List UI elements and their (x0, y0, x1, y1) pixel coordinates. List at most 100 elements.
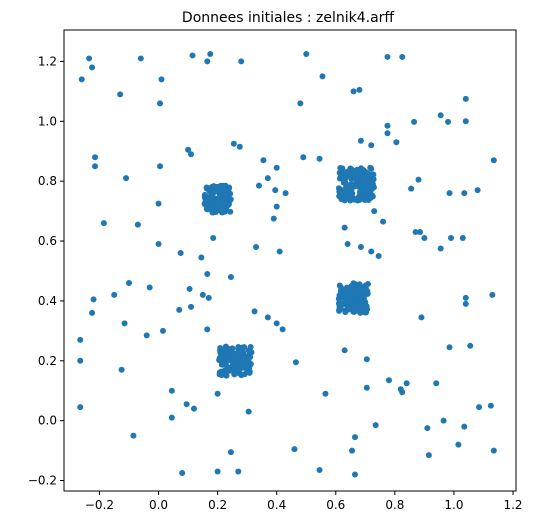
data-point (264, 175, 271, 182)
x-tick-label: 0.8 (385, 498, 404, 512)
data-point (146, 284, 153, 291)
data-point (415, 176, 422, 183)
data-point (77, 357, 84, 364)
data-point (351, 434, 358, 441)
data-point (276, 248, 283, 255)
data-point (260, 157, 267, 164)
cluster-3-point (357, 309, 364, 316)
cluster-4-point (216, 357, 223, 364)
cluster-1-point (227, 208, 234, 215)
cluster-3-point (340, 300, 347, 307)
cluster-3-point (348, 287, 355, 294)
data-point (253, 244, 260, 251)
data-point (344, 241, 351, 248)
data-point (384, 53, 391, 60)
data-point (462, 95, 469, 102)
data-point (92, 163, 99, 170)
cluster-1-point (227, 196, 234, 203)
data-point (446, 344, 453, 351)
data-point (462, 294, 469, 301)
x-tick-label: 1.2 (503, 498, 522, 512)
data-point (92, 154, 99, 161)
cluster-3-point (360, 304, 367, 311)
data-point (425, 452, 432, 459)
cluster-3-point (338, 292, 345, 299)
data-point (433, 380, 440, 387)
cluster-3-point (339, 286, 346, 292)
cluster-1-point (212, 199, 219, 206)
cluster-1-point (223, 187, 230, 194)
cluster-2-point (339, 165, 346, 172)
data-point (319, 73, 326, 80)
y-tick-label: 0.8 (38, 174, 57, 188)
data-point (282, 190, 289, 197)
data-point (270, 215, 277, 222)
cluster-4-point (224, 364, 231, 371)
data-point (230, 140, 237, 147)
data-point (490, 447, 497, 454)
cluster-3-point (361, 288, 368, 295)
data-point (349, 447, 356, 454)
cluster-3-point (342, 309, 349, 316)
cluster-2-point (347, 187, 354, 194)
data-point (384, 130, 391, 137)
data-point (205, 294, 212, 301)
data-point (90, 296, 97, 303)
cluster-3-point (360, 295, 367, 301)
data-point (134, 221, 141, 228)
data-point (125, 279, 132, 286)
data-point (385, 377, 392, 384)
data-point (177, 250, 184, 257)
cluster-1-point (215, 185, 222, 192)
cluster-2-point (355, 183, 362, 190)
data-point (421, 235, 428, 242)
data-point (158, 76, 165, 83)
x-tick-label: 0.2 (208, 498, 227, 512)
cluster-4-point (245, 355, 252, 362)
data-point (297, 100, 304, 107)
data-point (448, 235, 455, 242)
cluster-3-point (355, 290, 362, 297)
data-point (227, 273, 234, 280)
cluster-2-point (362, 175, 369, 182)
data-point (300, 154, 307, 161)
data-point (350, 88, 357, 95)
data-point (291, 446, 298, 453)
cluster-3-point (355, 302, 362, 309)
cluster-2-point (357, 191, 364, 198)
y-tick-label: 1.2 (38, 54, 57, 68)
cluster-2-point (359, 169, 366, 176)
cluster-4-point (237, 371, 244, 378)
cluster-3-point (346, 297, 353, 304)
data-point (351, 471, 358, 478)
data-point (416, 229, 423, 236)
data-point (264, 314, 271, 321)
y-tick-label: 0.4 (38, 294, 57, 308)
data-point (236, 143, 243, 150)
data-point (357, 244, 364, 251)
data-point (322, 390, 329, 397)
data-point (155, 200, 162, 207)
cluster-2-point (335, 185, 342, 192)
data-point (411, 118, 418, 125)
cluster-1-point (202, 191, 208, 198)
data-point (179, 470, 186, 477)
data-point (403, 380, 410, 387)
data-point (168, 387, 175, 394)
cluster-2-point (355, 196, 362, 203)
cluster-2-point (362, 196, 369, 203)
data-point (474, 187, 481, 194)
data-point (363, 384, 370, 391)
cluster-1-point (202, 198, 209, 205)
data-point (418, 314, 425, 321)
data-point (117, 91, 124, 98)
data-point (408, 185, 415, 192)
cluster-4-point (223, 347, 230, 354)
data-point (238, 58, 245, 65)
axes: −0.2 0.0 0.2 0.4 0.6 0.8 1.0 1.2 −0.2 0.0 0.2 0.4 0.… (28, 54, 523, 512)
x-tick-label: 0.4 (267, 498, 286, 512)
plot-frame (63, 29, 517, 492)
data-point (143, 332, 150, 339)
cluster-3-point (349, 303, 356, 310)
